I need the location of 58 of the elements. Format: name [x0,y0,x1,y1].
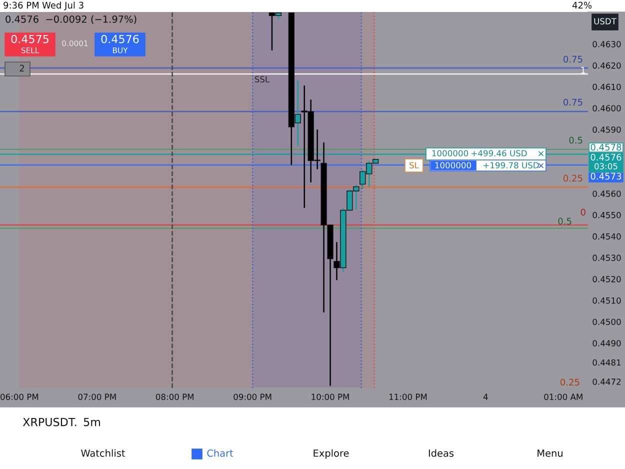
y-tick-label: 0.4520 [592,276,621,282]
annotation: 0.75 [563,98,582,106]
annotation: SL [410,162,419,168]
x-tick-label: 4 [483,394,488,400]
text: 5m [84,418,100,426]
text: Ideas [428,449,454,457]
annotation: 0.4576 [101,34,139,44]
y-tick-label: 0.4560 [592,190,621,197]
x-tick-label: 09:00 PM [234,394,272,400]
annotation: +199.78 USD [484,162,539,168]
text: Chart [207,449,234,457]
annotation: 2 [20,64,24,72]
text: 0.4573 [590,172,622,180]
x-tick-label: 07:00 PM [78,394,116,400]
annotation: 0.4575 [11,34,48,44]
y-tick-label: 0.4472 [592,378,620,385]
text: 03:05 [594,163,618,170]
text: Watchlist [81,449,126,457]
text: Menu [538,450,562,457]
annotation: 0.5 [558,218,572,225]
x-tick-label: 11:00 PM [389,394,427,400]
text: 0.4578 [590,144,622,151]
annotation: 0.25 [560,378,580,386]
y-tick-label: 0.4490 [592,340,621,346]
text: Wed Jul 3 [42,2,84,10]
text: 42% [572,2,592,9]
y-tick-label: 0.4481 [592,359,621,366]
annotation: +499.46 USD [472,150,527,156]
y-tick-label: 0.4590 [592,126,621,133]
annotation: 0.5 [569,136,582,144]
y-tick-label: 0.4510 [592,297,621,304]
y-tick-label: 0.4550 [592,212,621,218]
annotation: × [538,151,544,156]
annotation: × [538,163,544,168]
y-tick-label: 0.4540 [592,233,621,240]
annotation: 0.75 [563,56,582,63]
y-tick-label: 0.4620 [592,62,621,69]
text: Explore [314,449,349,459]
text: 0.4576 [590,154,622,161]
x-tick-label: 10:00 PM [312,394,349,400]
text: XRPUSDT. [22,418,76,426]
annotation: 0 [580,208,586,216]
text: USDT [594,18,616,24]
annotation: 1000000 [435,162,472,168]
y-tick-label: 0.4600 [592,105,621,112]
y-tick-label: 0.4610 [592,84,621,90]
y-tick-label: 0.4530 [592,254,621,261]
text: 9:36 PM [4,2,38,9]
annotation: 1 [581,66,586,74]
x-tick-label: 01:00 AM [544,394,582,400]
x-tick-label: 08:00 PM [156,394,194,400]
y-tick-label: 0.4630 [592,41,621,48]
annotation: 0.25 [563,174,582,182]
y-tick-label: 0.4500 [592,318,621,326]
annotation: 0.4576 −0.0092 (−1.97%) [6,15,136,24]
x-tick-label: 06:00 PM [0,394,38,400]
annotation: 1000000 [432,150,468,156]
annotation: SSL [254,76,270,82]
